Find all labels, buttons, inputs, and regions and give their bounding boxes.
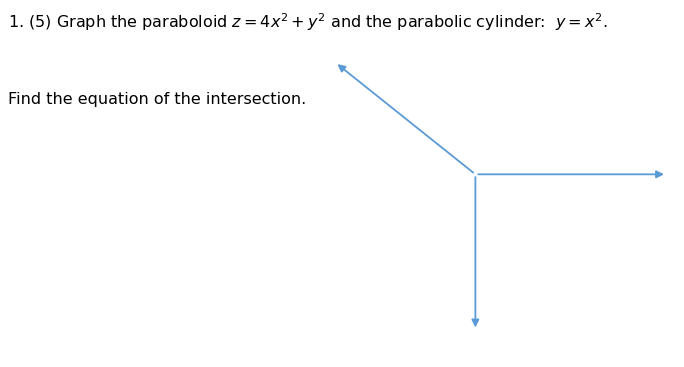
Text: Find the equation of the intersection.: Find the equation of the intersection.: [8, 92, 306, 107]
Text: 1. (5) Graph the paraboloid $z = 4x^2 + y^2$ and the parabolic cylinder:  $y = x: 1. (5) Graph the paraboloid $z = 4x^2 + …: [8, 11, 608, 33]
